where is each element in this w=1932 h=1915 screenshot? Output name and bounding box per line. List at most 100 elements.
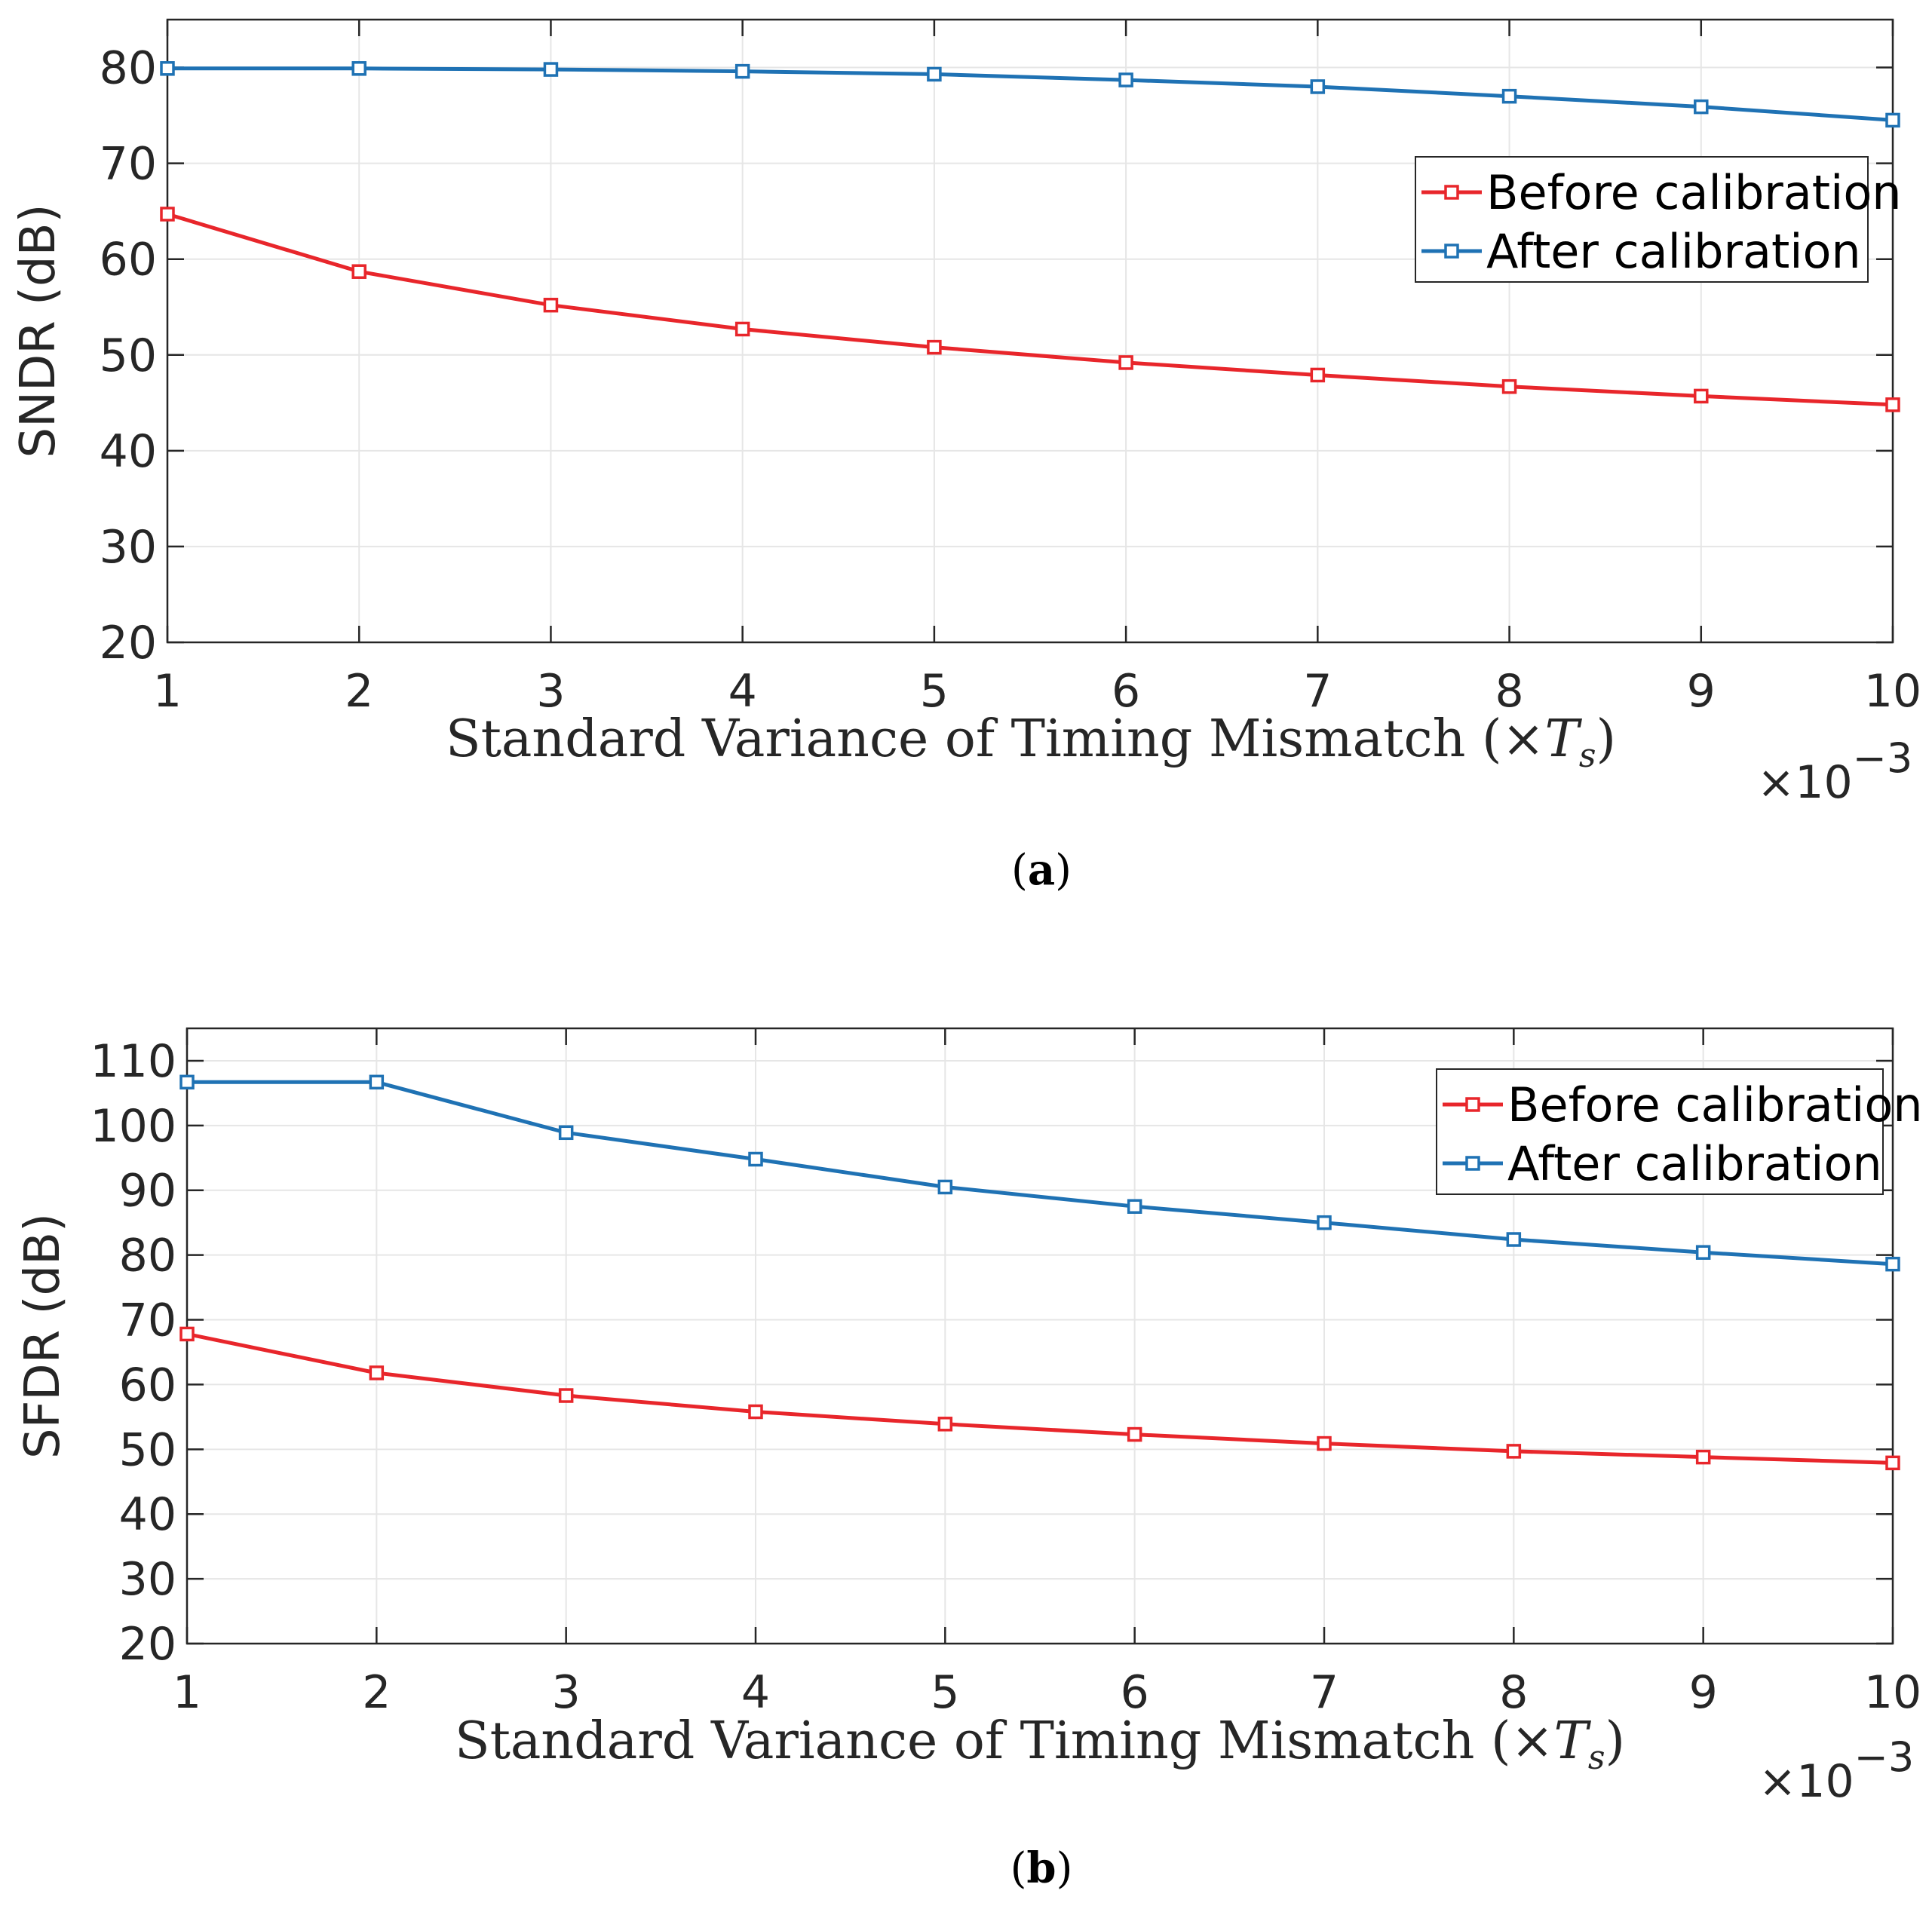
panel-a-caption: (a) <box>1011 845 1072 895</box>
panel-a-series-after-point-1 <box>351 61 366 76</box>
panel-a-y-tick-label-2: 40 <box>100 425 157 478</box>
panel-a-series-before-point-4 <box>927 339 942 355</box>
panel-b-caption-label: b <box>1026 1843 1056 1893</box>
panel-a-legend-before-marker <box>1444 185 1459 200</box>
panel-b-series-after-point-2 <box>558 1125 574 1141</box>
panel-b-legend-box <box>1436 1068 1884 1195</box>
panel-b-y-tick-label-0: 20 <box>119 1618 176 1671</box>
panel-b-y-tick-label-4: 60 <box>119 1359 176 1411</box>
panel-b-series-after-point-4 <box>937 1179 953 1195</box>
panel-a-series-before-point-0 <box>160 207 175 222</box>
panel-b-legend-before-marker <box>1465 1097 1480 1112</box>
panel-a-series-before-point-8 <box>1694 388 1709 404</box>
panel-a-series-after-point-3 <box>734 63 750 79</box>
panel-a-x-exponent: ×10−3 <box>1757 734 1912 809</box>
panel-a-series-before-point-9 <box>1885 397 1900 412</box>
panel-b-legend-before-label: Before calibration <box>1507 1077 1923 1132</box>
panel-b-x-tick-label-7: 8 <box>1499 1666 1528 1719</box>
panel-a-y-tick-label-5: 70 <box>100 138 157 191</box>
panel-b-caption-open: ( <box>1010 1844 1027 1893</box>
panel-a-caption-open: ( <box>1011 846 1028 895</box>
panel-a-series-after-point-2 <box>543 62 559 77</box>
panel-b-series-before-point-4 <box>937 1417 953 1432</box>
panel-b-x-tick-label-2: 3 <box>552 1666 581 1719</box>
panel-a-x-exponent-base: ×10 <box>1757 756 1853 809</box>
panel-a-plot-area <box>167 20 1893 642</box>
panel-a-y-axis-title: SNDR (dB) <box>11 204 66 458</box>
panel-a-series-before-line <box>167 212 1894 407</box>
panel-b-y-axis-title: SFDR (dB) <box>15 1213 71 1459</box>
panel-a-series-after-point-0 <box>160 61 175 76</box>
panel-a-series-before-point-2 <box>543 297 559 313</box>
panel-b-series-before-point-8 <box>1695 1449 1711 1465</box>
panel-b-x-axis-title-main: Standard Variance of Timing Mismatch (× <box>455 1711 1554 1771</box>
panel-b-x-exponent: ×10−3 <box>1759 1733 1914 1808</box>
panel-a-series-after-point-6 <box>1310 79 1326 94</box>
panel-b-x-tick-label-4: 5 <box>931 1666 959 1719</box>
panel-a-caption-label: a <box>1028 845 1055 895</box>
panel-b-series-before-point-3 <box>748 1404 763 1420</box>
panel-a-legend-box <box>1415 156 1869 283</box>
panel-b-x-exponent-power: −3 <box>1854 1733 1915 1781</box>
panel-b-series-after-point-1 <box>369 1074 385 1090</box>
panel-a-x-tick-label-1: 2 <box>345 665 373 718</box>
panel-b-y-tick-label-1: 30 <box>119 1553 176 1606</box>
panel-a-x-axis-title-close: ) <box>1596 709 1616 769</box>
panel-b-series-after-point-9 <box>1885 1256 1900 1272</box>
panel-a-series-after-point-8 <box>1694 99 1709 115</box>
panel-a-x-tick-label-5: 6 <box>1112 665 1140 718</box>
panel-b-series-before-point-6 <box>1317 1435 1332 1451</box>
panel-a-x-axis-title-var: T <box>1545 709 1583 769</box>
panel-b-x-axis-title: Standard Variance of Timing Mismatch (×T… <box>455 1711 1625 1777</box>
panel-a-x-tick-label-0: 1 <box>153 665 182 718</box>
panel-b-x-tick-label-5: 6 <box>1121 1666 1149 1719</box>
panel-a-x-tick-label-6: 7 <box>1303 665 1332 718</box>
panel-a-y-tick-label-1: 30 <box>100 521 157 574</box>
panel-b-x-tick-label-0: 1 <box>173 1666 201 1719</box>
panel-b-series-before-point-1 <box>369 1365 385 1380</box>
panel-b-y-tick-label-9: 110 <box>90 1035 176 1088</box>
panel-a-axes-box <box>166 18 1894 644</box>
panel-b-x-tick-label-1: 2 <box>362 1666 391 1719</box>
panel-b-series-before-point-9 <box>1885 1455 1900 1471</box>
panel-b-y-tick-label-7: 90 <box>119 1165 176 1218</box>
panel-a-series-after-point-9 <box>1885 112 1900 128</box>
panel-b-series-after-point-6 <box>1317 1215 1332 1230</box>
panel-a-series-before-point-6 <box>1310 367 1326 383</box>
panel-b: 1 2 3 4 5 6 7 8 9 10 20 30 40 50 60 70 80 90 100 110 SFDR (d… <box>15 1027 1923 1893</box>
panel-a-x-tick-label-7: 8 <box>1495 665 1523 718</box>
panel-b-series-after-point-7 <box>1506 1232 1522 1247</box>
panel-a-x-tick-label-2: 3 <box>536 665 565 718</box>
panel-b-series-after-point-3 <box>748 1151 763 1167</box>
panel-a-legend-before-label: Before calibration <box>1486 165 1902 220</box>
panel-a-series-after-point-5 <box>1118 72 1133 87</box>
panel-a-caption-close: ) <box>1055 846 1072 895</box>
panel-b-x-tick-label-9: 10 <box>1864 1666 1921 1719</box>
panel-a-x-tick-label-8: 9 <box>1687 665 1716 718</box>
panel-b-caption-close: ) <box>1056 1844 1073 1893</box>
panel-b-series-before-point-2 <box>558 1388 574 1403</box>
panel-a-y-tick-label-6: 80 <box>100 42 157 95</box>
panel-a-series-after-line <box>167 66 1894 122</box>
panel-b-x-axis-title-sub: s <box>1588 1739 1605 1777</box>
panel-b-y-tick-label-2: 40 <box>119 1488 176 1541</box>
panel-a-legend-after-label: After calibration <box>1486 224 1861 279</box>
panel-a-x-axis-title: Standard Variance of Timing Mismatch (×T… <box>446 709 1616 775</box>
panel-a-x-axis-title-sub: s <box>1579 737 1596 775</box>
panel-a-x-tick-label-3: 4 <box>728 665 757 718</box>
panel-a-y-tick-label-3: 50 <box>100 329 157 382</box>
panel-b-series-before-point-0 <box>179 1326 195 1342</box>
panel-a-y-tick-label-0: 20 <box>100 617 157 669</box>
panel-b-y-tick-label-5: 70 <box>119 1295 176 1347</box>
panel-b-x-tick-label-6: 7 <box>1310 1666 1339 1719</box>
panel-b-series-before-point-7 <box>1506 1444 1522 1459</box>
panel-a-x-axis-title-main: Standard Variance of Timing Mismatch (× <box>446 709 1545 769</box>
panel-b-series-after-point-8 <box>1695 1245 1711 1260</box>
panel-b-caption: (b) <box>1010 1843 1073 1893</box>
panel-a-series-before-point-7 <box>1501 378 1517 394</box>
panel-b-series-after-point-5 <box>1127 1199 1142 1214</box>
panel-b-y-tick-label-3: 50 <box>119 1423 176 1476</box>
panel-a-series-after-point-4 <box>927 66 942 82</box>
panel-a-series-after-point-7 <box>1501 88 1517 104</box>
